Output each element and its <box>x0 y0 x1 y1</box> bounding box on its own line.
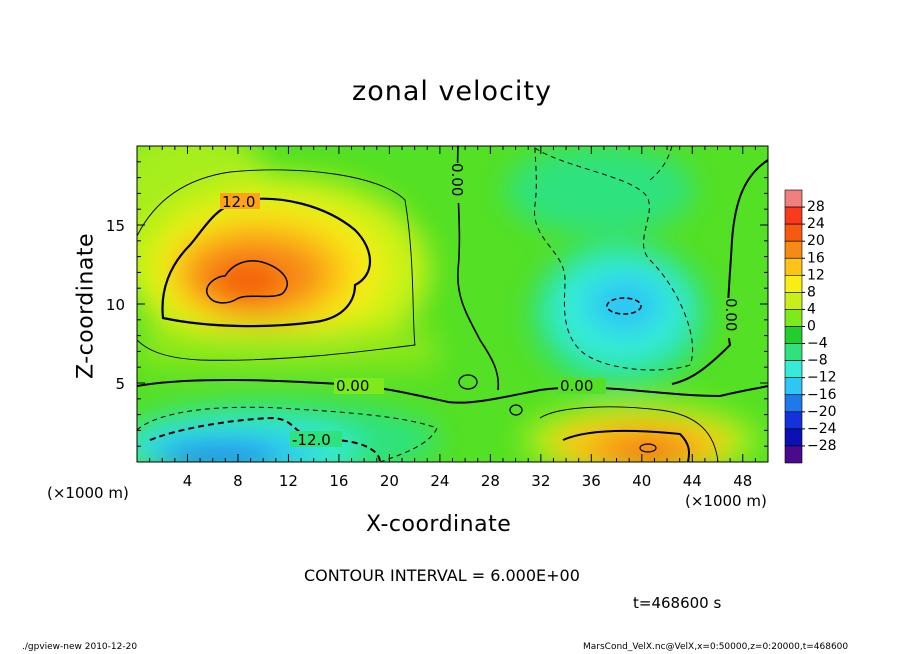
colorbar-label: −12 <box>807 370 837 386</box>
colorbar-label: −4 <box>807 336 828 352</box>
contour-neg6-lower-left <box>137 406 438 462</box>
colorbar-swatch <box>784 411 803 430</box>
contour-label: -12.0 <box>292 431 331 449</box>
footer-left-text: ./gpview-new 2010-12-20 <box>22 642 138 652</box>
contour-loop-a <box>458 374 478 390</box>
colorbar-swatch <box>784 377 803 396</box>
colorbar-swatch <box>784 360 803 378</box>
contour-12-lower-right <box>562 429 690 462</box>
colorbar-label: 12 <box>807 267 825 283</box>
x-tick-label: 12 <box>279 472 298 490</box>
contour-label: 0.00 <box>560 377 593 395</box>
colorbar-label: −24 <box>807 421 837 437</box>
contour-label-group: 12.0 0.00 0.00 0.00 -12.0 0.00 <box>220 163 740 449</box>
contour-label: 12.0 <box>222 193 255 211</box>
colorbar-swatch <box>784 189 803 208</box>
colorbar-swatch <box>784 240 803 259</box>
colorbar-label: 16 <box>807 250 825 266</box>
colorbar-label: 24 <box>807 216 825 232</box>
colorbar-label: −8 <box>807 353 828 369</box>
chart-title: zonal velocity <box>352 76 552 107</box>
colorbar-swatch <box>784 343 803 361</box>
x-unit-label-left: (×1000 m) <box>47 484 129 502</box>
colorbar-swatch <box>784 223 803 242</box>
contour-6-upper-left <box>137 169 416 361</box>
contour-loop-b <box>509 404 523 416</box>
contour-0-right <box>671 159 768 385</box>
colorbar-swatch <box>784 428 803 447</box>
colorbar-swatch <box>784 257 803 276</box>
x-tick-label: 4 <box>183 472 193 490</box>
colorbar-label: 0 <box>807 319 816 335</box>
contour-neg6-right <box>534 147 694 371</box>
contour-neg6-top <box>649 146 673 181</box>
y-tick-label: 5 <box>115 375 125 393</box>
colorbar-swatch <box>784 326 803 344</box>
x-tick-label: 48 <box>733 472 752 490</box>
contour-neg12-lower-left <box>149 416 381 462</box>
time-stamp: t=468600 s <box>633 594 722 612</box>
contour-label: 0.00 <box>448 163 466 196</box>
x-tick-label: 8 <box>233 472 243 490</box>
y-tick-label: 15 <box>106 217 125 235</box>
contour-12-upper-left <box>161 197 371 328</box>
contour-neg12-right <box>606 297 642 315</box>
colorbar-swatch <box>784 206 803 225</box>
x-unit-label-right: (×1000 m) <box>685 492 767 510</box>
x-tick-label: 28 <box>481 472 500 490</box>
contour-0-middle <box>137 378 768 404</box>
colorbar-label: −16 <box>807 387 837 403</box>
colorbar-label: −28 <box>807 438 837 454</box>
colorbar-swatch <box>784 309 803 327</box>
colorbar-label: 20 <box>807 233 825 249</box>
colorbar-swatch <box>784 292 803 310</box>
contour-18-lower-right <box>639 443 657 453</box>
x-tick-label: 36 <box>582 472 601 490</box>
colorbar-label: −20 <box>807 404 837 420</box>
contour-interval-text: CONTOUR INTERVAL = 6.000E+00 <box>304 566 580 585</box>
x-tick-label: 24 <box>430 472 449 490</box>
x-tick-label: 40 <box>632 472 651 490</box>
x-tick-label: 16 <box>329 472 348 490</box>
y-tick-label: 10 <box>106 296 125 314</box>
contour-18-upper-left <box>205 260 288 304</box>
x-tick-label: 20 <box>380 472 399 490</box>
contour-label: 0.00 <box>336 377 369 395</box>
x-tick-label: 32 <box>531 472 550 490</box>
footer-right-text: MarsCond_VelX.nc@VelX,x=0:50000,z=0:2000… <box>583 642 849 652</box>
x-tick-label: 44 <box>683 472 702 490</box>
colorbar-label: 8 <box>807 284 816 300</box>
contour-label: 0.00 <box>722 298 740 331</box>
colorbar-label: 4 <box>807 301 816 317</box>
colorbar-swatch <box>784 394 803 413</box>
x-axis-label: X-coordinate <box>366 512 512 537</box>
colorbar-label: 28 <box>807 199 825 215</box>
colorbar-swatch <box>784 275 803 293</box>
contour-6-lower-right <box>539 406 719 462</box>
colorbar-swatch <box>784 445 803 464</box>
contour-lines <box>137 146 768 462</box>
